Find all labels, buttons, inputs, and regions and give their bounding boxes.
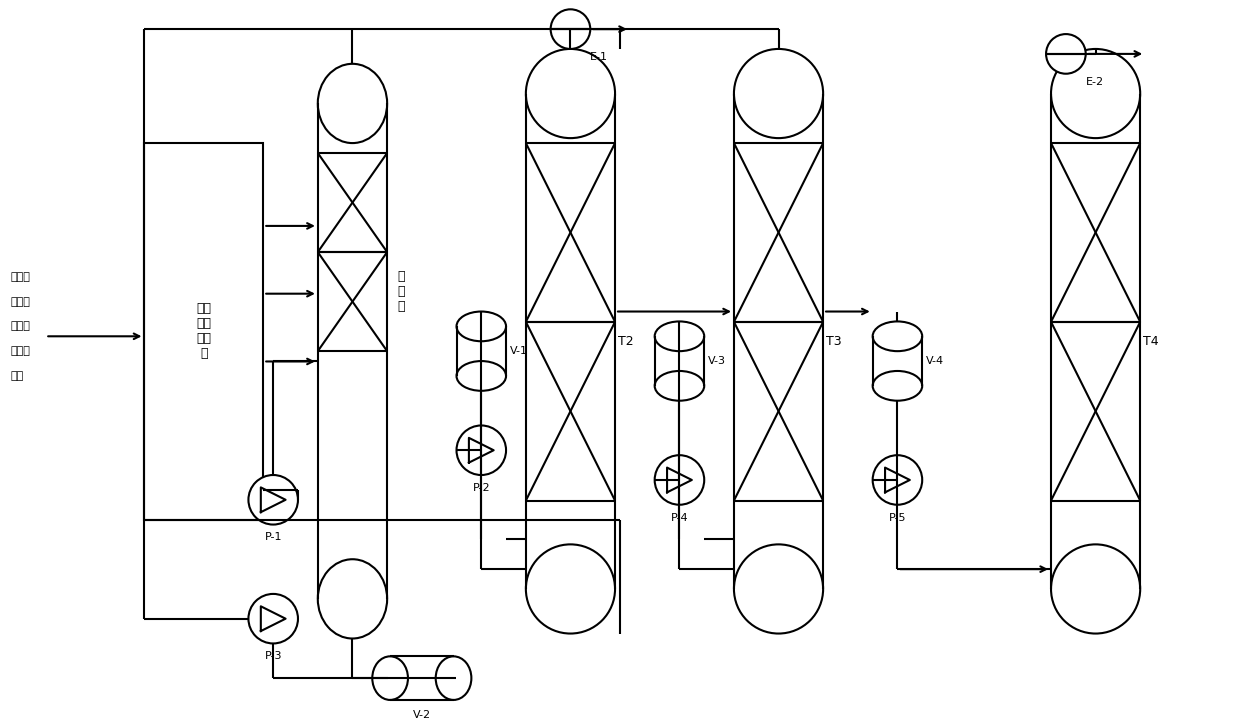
Text: 催
化
剂: 催 化 剂	[397, 270, 404, 313]
Text: 酯类混: 酯类混	[11, 346, 31, 356]
Ellipse shape	[456, 361, 506, 391]
FancyBboxPatch shape	[144, 143, 263, 520]
Text: E-2: E-2	[1086, 77, 1104, 87]
Circle shape	[551, 9, 590, 49]
Ellipse shape	[456, 312, 506, 341]
Ellipse shape	[317, 64, 387, 143]
Ellipse shape	[317, 559, 387, 638]
Ellipse shape	[372, 656, 408, 700]
Circle shape	[1047, 34, 1086, 74]
Text: P-1: P-1	[264, 532, 281, 542]
Ellipse shape	[873, 371, 923, 401]
Text: 过量丙: 过量丙	[11, 272, 31, 282]
Circle shape	[873, 455, 923, 505]
Ellipse shape	[435, 656, 471, 700]
Circle shape	[456, 425, 506, 475]
Text: T4: T4	[1143, 335, 1159, 348]
Text: 和其他: 和其他	[11, 322, 31, 331]
Text: P-2: P-2	[472, 483, 490, 493]
Text: P-5: P-5	[889, 513, 906, 523]
Text: T3: T3	[826, 335, 842, 348]
Circle shape	[248, 475, 298, 525]
Ellipse shape	[1052, 544, 1141, 633]
Text: V-4: V-4	[926, 356, 945, 366]
Text: V-2: V-2	[413, 710, 430, 720]
Text: V-1: V-1	[510, 346, 528, 356]
Ellipse shape	[734, 49, 823, 138]
Ellipse shape	[655, 371, 704, 401]
Ellipse shape	[1052, 49, 1141, 138]
Ellipse shape	[873, 322, 923, 351]
Text: T2: T2	[618, 335, 634, 348]
Ellipse shape	[734, 544, 823, 633]
Text: P-4: P-4	[671, 513, 688, 523]
Text: 酸甲酯: 酸甲酯	[11, 296, 31, 307]
Ellipse shape	[526, 49, 615, 138]
Circle shape	[655, 455, 704, 505]
Circle shape	[248, 594, 298, 643]
Ellipse shape	[655, 322, 704, 351]
Text: 固定
床预
反应
器: 固定 床预 反应 器	[196, 302, 211, 360]
Ellipse shape	[526, 544, 615, 633]
Text: P-3: P-3	[264, 651, 281, 662]
Text: 合物: 合物	[11, 371, 24, 381]
Text: V-3: V-3	[708, 356, 727, 366]
Text: E-1: E-1	[590, 52, 609, 62]
